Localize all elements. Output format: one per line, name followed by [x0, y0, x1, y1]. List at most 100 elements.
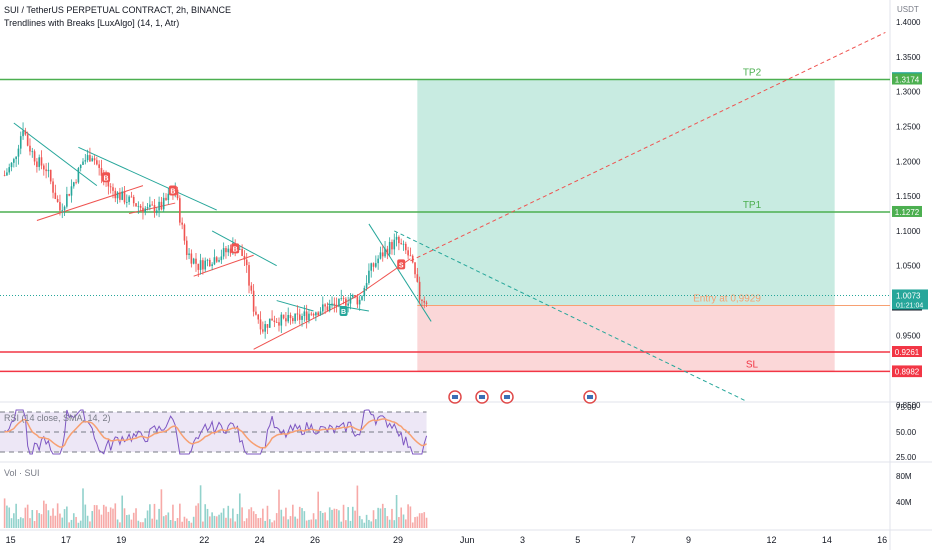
candle-body: [204, 260, 207, 270]
candle-body: [333, 303, 336, 305]
volume-bar: [398, 517, 400, 528]
candle-body: [423, 300, 426, 303]
candle-body: [192, 258, 195, 264]
volume-bar: [377, 507, 379, 528]
candle-body: [66, 194, 68, 207]
candle-body: [319, 311, 322, 316]
volume-bar: [271, 522, 273, 528]
volume-bar: [195, 505, 197, 528]
rsi-pane: [0, 409, 428, 455]
candle-body: [59, 201, 61, 211]
candle-body: [185, 240, 188, 256]
volume-bar: [222, 508, 225, 528]
candle-body: [349, 297, 352, 304]
volume-tick-label: 80M: [896, 472, 912, 481]
candle-body: [144, 208, 147, 213]
volume-bar: [59, 513, 61, 528]
price-tick-label: 1.2000: [896, 157, 921, 166]
volume-bar: [112, 508, 114, 528]
volume-bar: [243, 521, 246, 528]
volume-bar: [301, 508, 303, 528]
level-tag-level-0.9261: 0.9261: [895, 348, 920, 357]
candle-body: [151, 204, 153, 206]
volume-bar: [49, 515, 52, 528]
symbol-title: SUI / TetherUS PERPETUAL CONTRACT, 2h, B…: [4, 5, 232, 15]
signal-label: B: [170, 189, 175, 196]
volume-bar: [6, 505, 8, 528]
currency-label: USDT: [897, 5, 919, 14]
candle-body: [215, 257, 218, 262]
volume-bar: [308, 519, 310, 528]
candle-body: [6, 172, 8, 176]
volume-bar: [236, 513, 239, 528]
profit-zone: [417, 79, 835, 306]
candle-body: [96, 160, 98, 165]
loss-zone: [417, 305, 835, 372]
candle-body: [167, 193, 170, 201]
signal-label: S: [399, 262, 404, 269]
candle-body: [271, 318, 273, 321]
time-tick-label: 5: [575, 535, 580, 545]
volume-bar: [229, 518, 232, 528]
volume-bar: [388, 519, 391, 528]
signal-b-marker: [168, 185, 177, 196]
candle-body: [398, 236, 400, 244]
indicator-title: Trendlines with Breaks [LuxAlgo] (14, 1,…: [4, 18, 180, 28]
time-tick-label: 14: [822, 535, 832, 545]
volume-bar: [56, 503, 59, 528]
trendline: [13, 122, 98, 187]
candle-body: [132, 196, 135, 204]
volume-bar: [167, 512, 170, 528]
time-tick-label: 26: [310, 535, 320, 545]
level-label-tp1: TP1: [743, 200, 762, 211]
candle-body: [262, 329, 264, 332]
volume-bar: [66, 506, 68, 528]
volume-bar: [225, 517, 227, 528]
volume-bar: [285, 507, 287, 528]
time-tick-label: 3: [520, 535, 525, 545]
volume-bar: [96, 505, 98, 528]
candle-body: [197, 263, 200, 270]
candle-body: [372, 263, 375, 267]
candle-body: [370, 263, 373, 271]
volume-bar: [47, 510, 50, 528]
candle-body: [266, 324, 269, 328]
volume-bar: [218, 514, 220, 528]
price-tick-label: 1.2500: [896, 122, 921, 131]
volume-bar: [273, 520, 276, 528]
candle-body: [86, 155, 89, 161]
candle-body: [36, 161, 38, 167]
volume-bar: [155, 519, 158, 528]
candle-body: [227, 248, 230, 253]
volume-bar: [370, 521, 373, 528]
signal-s-marker: [397, 259, 406, 270]
candle-body: [324, 304, 326, 307]
candle-body: [356, 296, 359, 305]
volume-bar: [303, 511, 306, 528]
candle-body: [393, 239, 396, 250]
candle-body: [414, 262, 416, 275]
volume-bar: [317, 491, 319, 528]
volume-bar: [38, 513, 41, 528]
time-tick-label: 15: [6, 535, 16, 545]
candle-body: [142, 207, 144, 213]
volume-bar: [22, 518, 24, 528]
flag-event-icon-fill: [504, 395, 510, 399]
trendline-break: [36, 185, 144, 221]
volume-bar: [245, 518, 248, 528]
volume-bar: [411, 522, 414, 528]
volume-bar: [114, 503, 117, 528]
volume-bar: [372, 510, 375, 528]
volume-bar: [36, 510, 38, 528]
candle-body: [213, 257, 216, 265]
candle-body: [165, 197, 167, 201]
candle-body: [351, 295, 354, 298]
volume-bar: [409, 506, 412, 528]
candle-body: [98, 164, 100, 168]
trendline-break: [253, 296, 356, 350]
candle-body: [107, 181, 110, 187]
candle-body: [368, 270, 370, 284]
